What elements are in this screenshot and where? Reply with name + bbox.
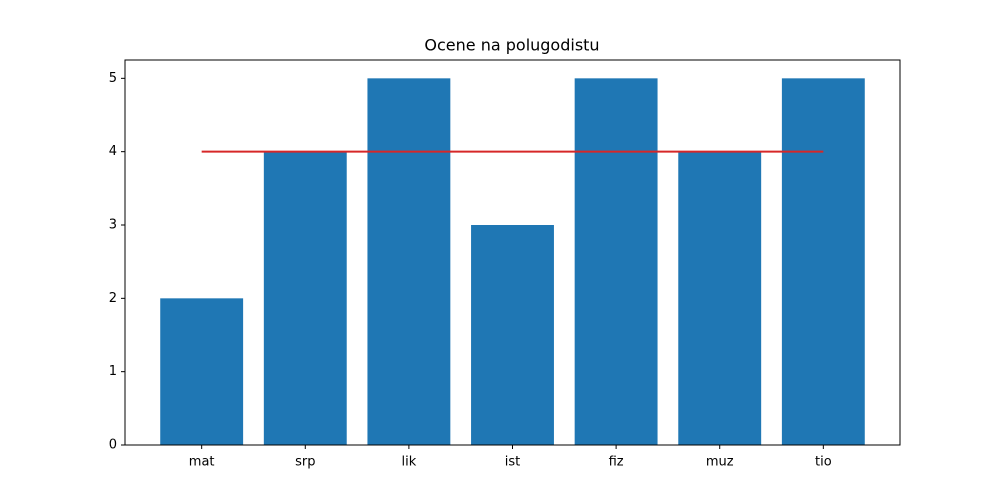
y-tick-label: 0 [109, 438, 117, 453]
bar [471, 225, 554, 445]
x-tick-label: tio [815, 455, 832, 470]
bar [160, 298, 244, 445]
bar [263, 151, 347, 445]
y-tick-label: 1 [109, 364, 117, 379]
axes-frame [124, 59, 901, 446]
bar [367, 78, 451, 445]
bar [678, 151, 762, 445]
bar [781, 78, 865, 445]
y-tick-label: 2 [109, 291, 117, 306]
y-tick-label: 5 [109, 71, 117, 86]
bar [574, 78, 658, 445]
x-tick-label: mat [189, 455, 215, 470]
x-tick-label: srp [295, 455, 315, 470]
x-tick-label: muz [706, 455, 734, 470]
x-tick-label: lik [402, 455, 417, 470]
y-tick-label: 4 [109, 144, 117, 159]
chart-title: Ocene na polugodistu [424, 36, 599, 55]
x-tick-label: fiz [609, 455, 624, 470]
x-tick-label: ist [505, 455, 520, 470]
y-tick-label: 3 [109, 218, 117, 233]
